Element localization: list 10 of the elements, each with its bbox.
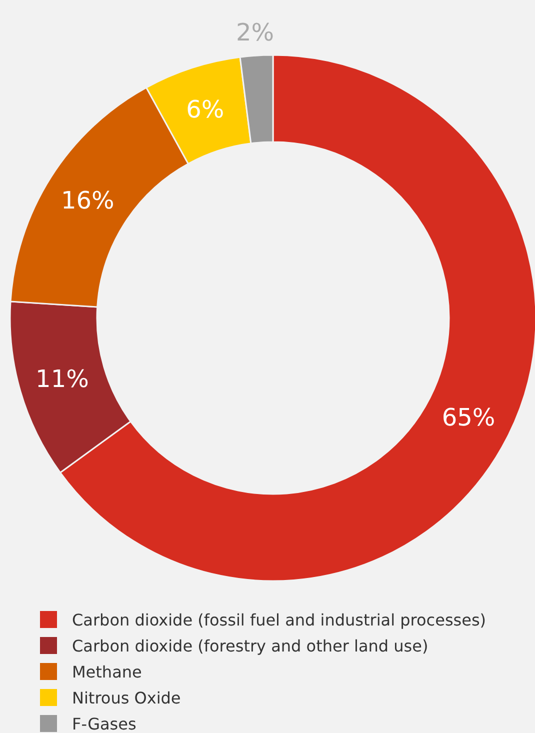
data-label: 2% — [236, 18, 274, 47]
data-label: 11% — [36, 365, 89, 394]
legend-label: Nitrous Oxide — [72, 688, 181, 708]
data-label: 6% — [186, 95, 224, 124]
legend-label: Methane — [72, 662, 142, 682]
legend-label: F-Gases — [72, 714, 136, 733]
data-label: 65% — [442, 404, 496, 432]
data-label: 16% — [61, 186, 114, 214]
legend-label: Carbon dioxide (forestry and other land use) — [72, 636, 428, 656]
legend-label: Carbon dioxide (fossil fuel and industrial processes) — [72, 610, 486, 630]
